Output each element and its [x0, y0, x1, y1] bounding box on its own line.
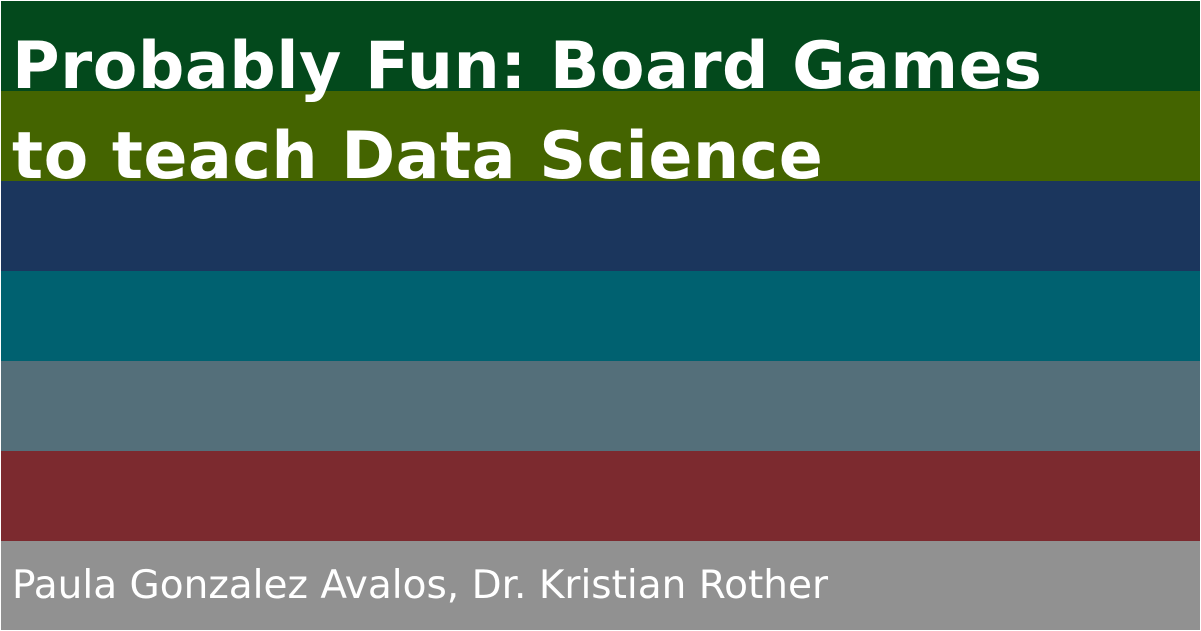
stripe-olive: [1, 91, 1200, 181]
talk-title-line-1: Probably Fun: Board Games: [12, 29, 1043, 104]
stripe-slate: [1, 361, 1200, 451]
talk-title: Probably Fun: Board Games to teach Data …: [12, 22, 1172, 202]
stripe-maroon: [1, 451, 1200, 541]
stripe-dark-green: [1, 1, 1200, 91]
stripe-teal: [1, 271, 1200, 361]
talk-title-line-2: to teach Data Science: [12, 119, 824, 194]
stripe-gray: [1, 541, 1200, 630]
author-names: Paula Gonzalez Avalos, Dr. Kristian Roth…: [12, 563, 828, 608]
stripe-navy: [1, 181, 1200, 271]
